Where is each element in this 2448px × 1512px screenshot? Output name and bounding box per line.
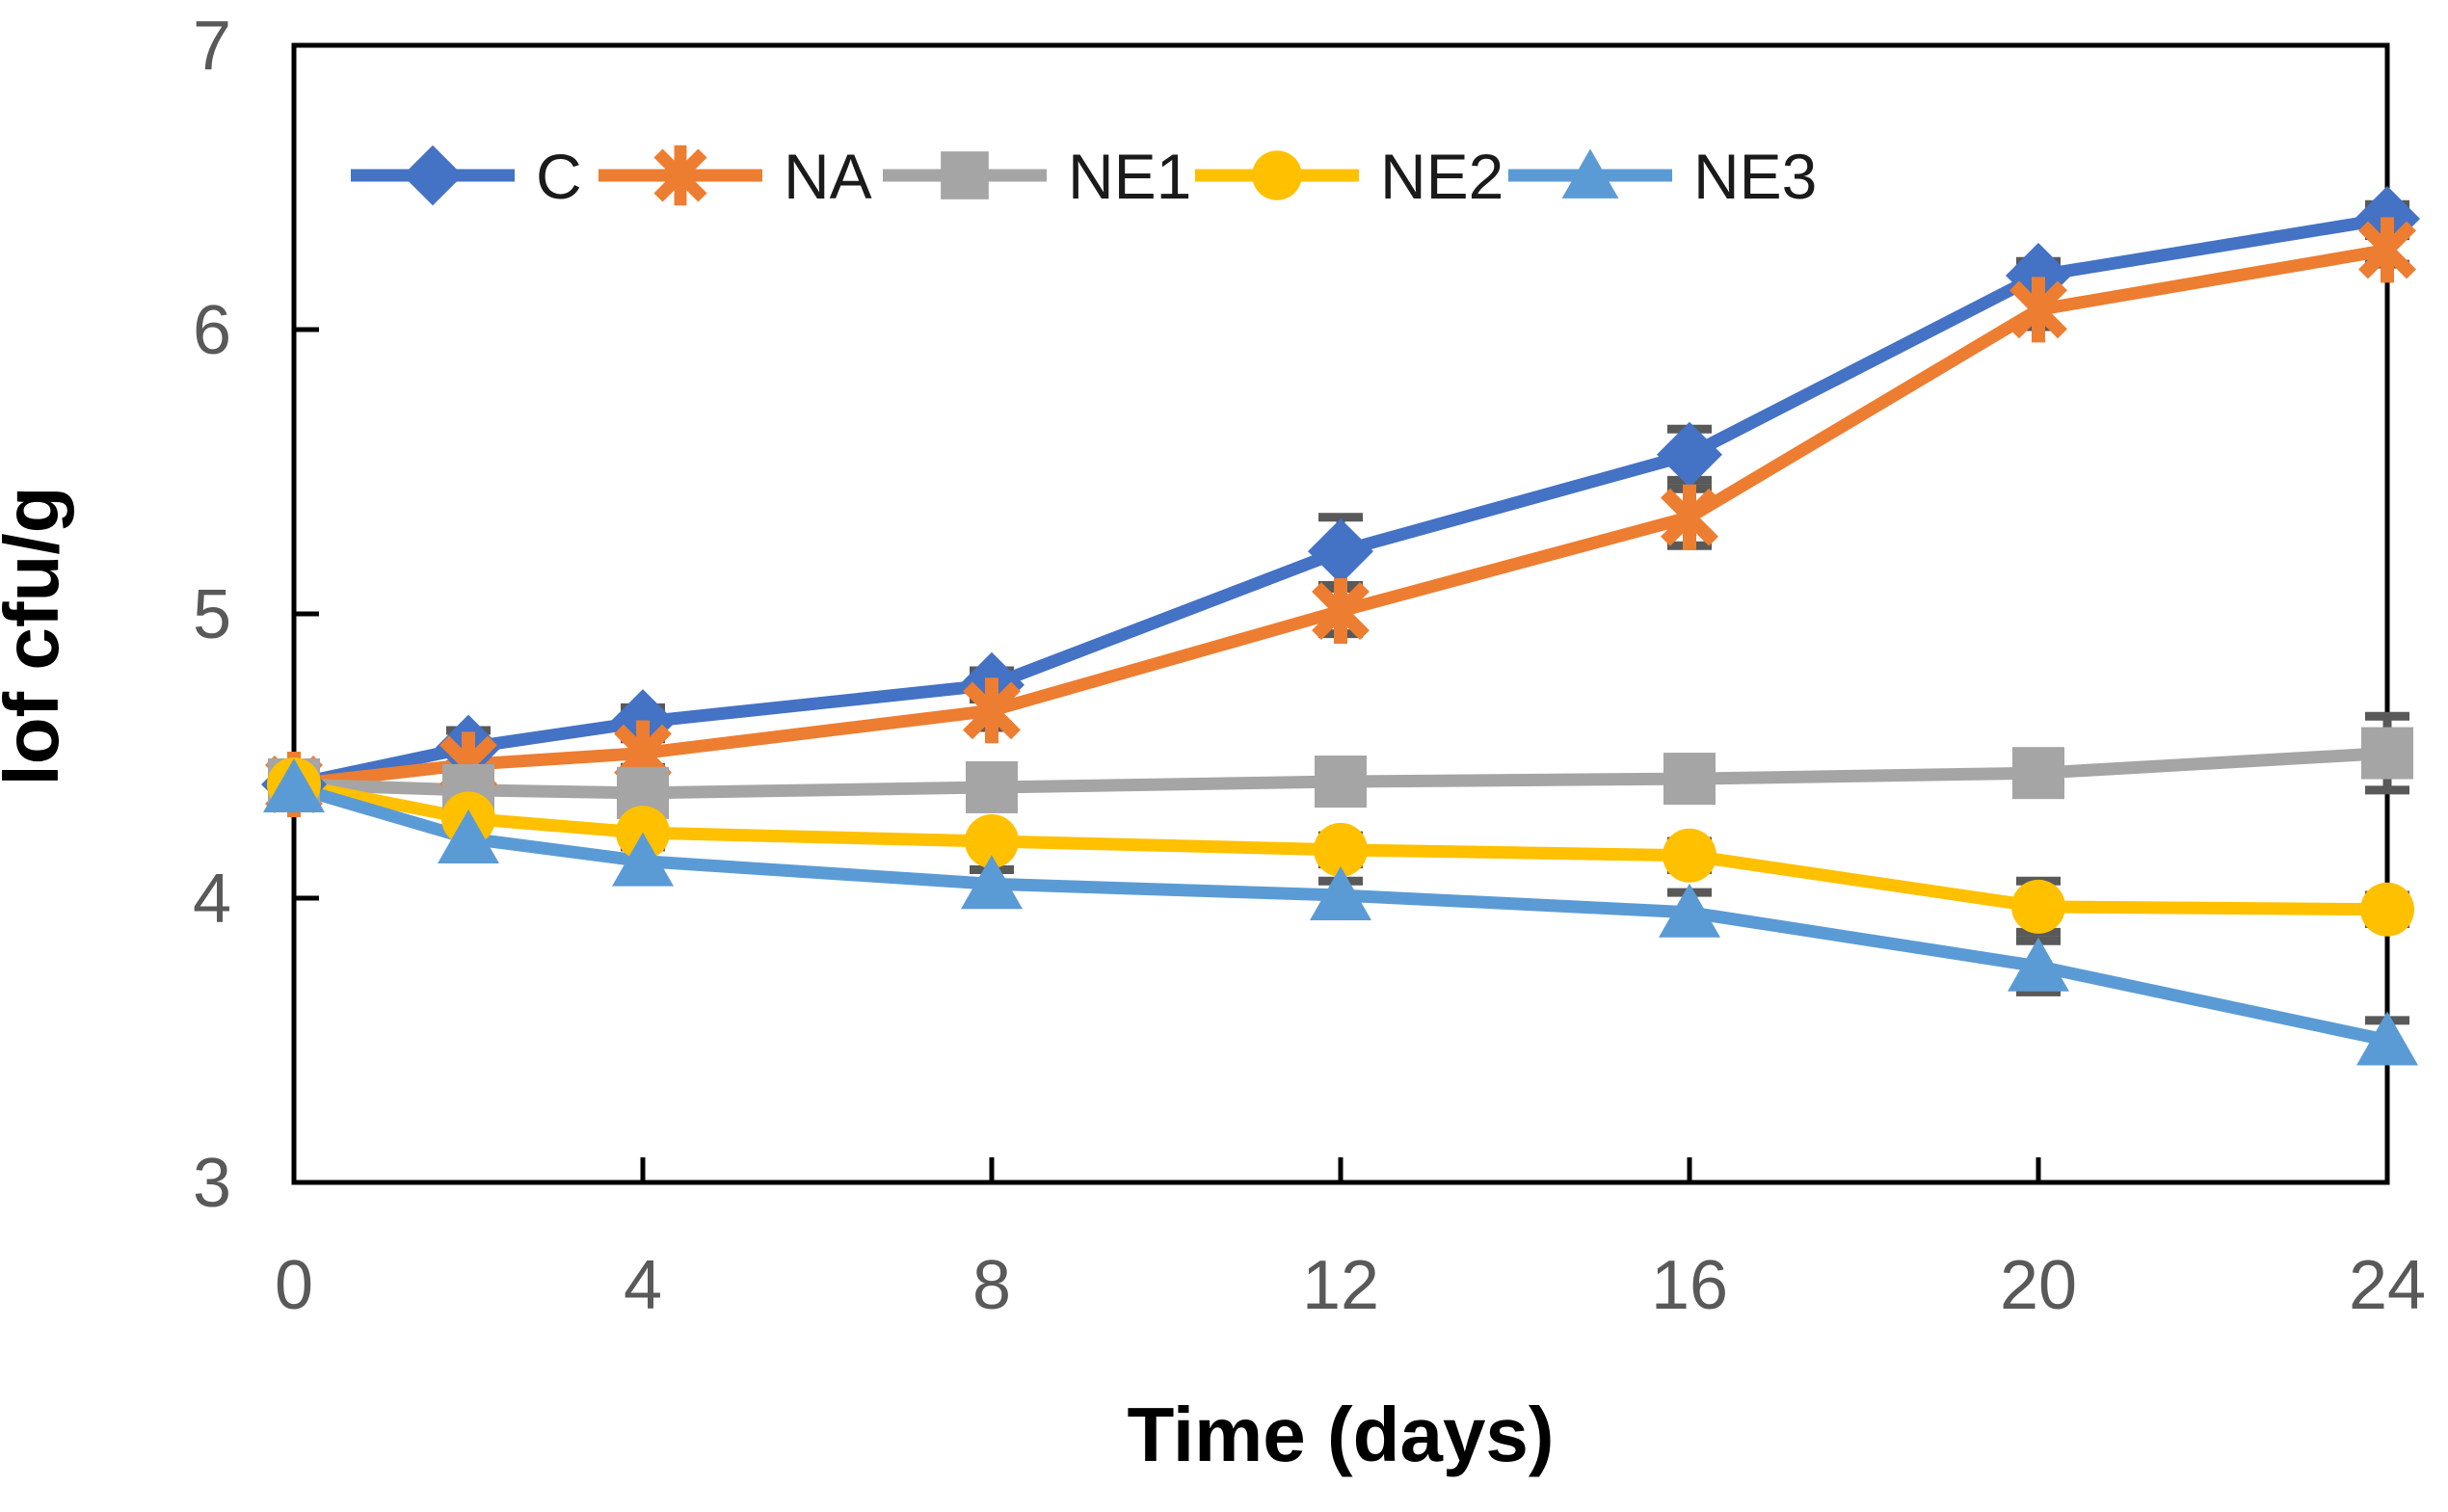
marker-NA-8 [963,677,1021,744]
x-tick-label: 20 [2000,1247,2077,1324]
series-line-NA [287,243,2394,791]
series-line-NE1 [287,747,2394,800]
legend-square-icon [941,151,989,199]
y-tick-label: 6 [193,292,231,369]
x-tick-label: 16 [1651,1247,1728,1324]
y-tick-label: 4 [193,861,231,938]
legend-asterisk-icon [653,145,707,206]
legend-item-C: C [351,141,582,212]
marker-NE3-20 [2008,937,2069,992]
y-tick-label: 5 [193,576,231,653]
plot-area: 3 4 5 6 7 0 4 8 12 16 20 24 [193,8,2426,1324]
marker-NE2-12 [1314,822,1368,877]
marker-NA-12 [1312,578,1370,645]
marker-NE1-16 [1663,753,1716,806]
marker-NE3-16 [1659,883,1720,938]
legend-triangle-icon [1561,148,1619,199]
marker-NE1-24 [2361,727,2413,780]
series-line-NE2 [287,778,2394,916]
marker-NE3-0 [263,757,325,812]
marker-NE3-2 [438,809,499,864]
legend-label: NE3 [1693,141,1817,212]
legend-diamond-icon [402,145,464,206]
series-line-C [287,212,2394,791]
y-tick-label: 3 [193,1145,231,1222]
x-tick-label: 0 [275,1247,313,1324]
y-axis-title: lof cfu/g [0,486,74,785]
marker-NE1-20 [2012,747,2064,800]
marker-NE1-12 [1315,756,1367,809]
legend-item-NA: NA [599,141,872,212]
legend-label: NA [784,141,872,212]
marker-NE1-8 [966,760,1018,813]
marker-C-16 [1657,421,1722,488]
y-tick-label: 7 [193,8,231,85]
legend: C NA NE1 NE2 NE3 [351,141,1817,212]
legend-circle-icon [1252,150,1302,200]
marker-NE3-8 [961,855,1023,910]
marker-NE3-24 [2356,1011,2418,1066]
marker-NE2-8 [965,814,1019,868]
asterisk-stroke [2358,221,2416,279]
legend-label: NE1 [1068,141,1191,212]
marker-NE2-20 [2011,879,2065,934]
asterisk-stroke [2009,280,2067,339]
marker-NE2-24 [2360,882,2414,937]
asterisk-stroke [963,681,1021,740]
legend-label: NE2 [1380,141,1503,212]
marker-NE3-4 [612,832,674,887]
legend-item-NE1: NE1 [883,141,1191,212]
marker-NE3-12 [1310,866,1371,921]
legend-item-NE3: NE3 [1508,141,1817,212]
asterisk-stroke [653,148,707,202]
x-tick-label: 8 [972,1247,1011,1324]
marker-C-12 [1308,518,1373,585]
marker-NA-16 [1661,484,1718,550]
asterisk-stroke [1661,488,1718,546]
x-tick-label: 24 [2349,1247,2426,1324]
x-tick-label: 12 [1302,1247,1379,1324]
legend-item-NE2: NE2 [1195,141,1503,212]
x-axis-title: Time (days) [1127,1392,1554,1477]
series-line-NE3 [287,781,2394,1047]
marker-NA-20 [2009,277,2067,343]
asterisk-stroke [1312,582,1370,640]
marker-NE2-16 [1663,828,1716,883]
legend-label: C [536,141,582,212]
x-tick-label: 4 [624,1247,662,1324]
marker-NA-24 [2358,217,2416,283]
